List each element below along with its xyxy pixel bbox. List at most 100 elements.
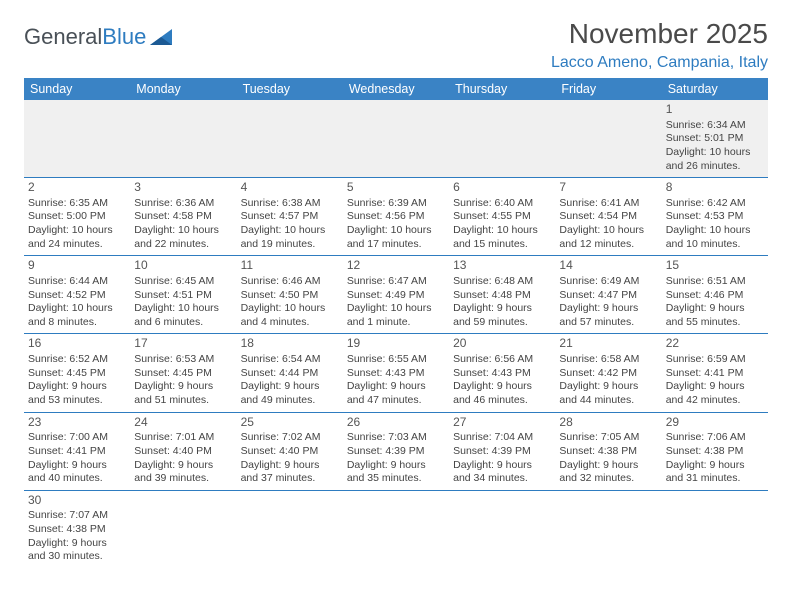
cell-day1: Daylight: 10 hours <box>241 302 339 316</box>
calendar-cell: 22Sunrise: 6:59 AMSunset: 4:41 PMDayligh… <box>662 334 768 412</box>
calendar-cell: 30Sunrise: 7:07 AMSunset: 4:38 PMDayligh… <box>24 490 130 568</box>
cell-sunset: Sunset: 4:46 PM <box>666 289 764 303</box>
cell-day2: and 30 minutes. <box>28 550 126 564</box>
cell-sunrise: Sunrise: 6:54 AM <box>241 353 339 367</box>
cell-sunrise: Sunrise: 7:00 AM <box>28 431 126 445</box>
day-number: 23 <box>28 415 126 431</box>
cell-sunset: Sunset: 4:44 PM <box>241 367 339 381</box>
day-number: 29 <box>666 415 764 431</box>
sail-icon <box>148 27 174 47</box>
cell-sunrise: Sunrise: 6:56 AM <box>453 353 551 367</box>
cell-day2: and 57 minutes. <box>559 316 657 330</box>
calendar-cell: 14Sunrise: 6:49 AMSunset: 4:47 PMDayligh… <box>555 256 661 334</box>
cell-sunset: Sunset: 4:56 PM <box>347 210 445 224</box>
cell-day2: and 49 minutes. <box>241 394 339 408</box>
cell-day2: and 15 minutes. <box>453 238 551 252</box>
calendar-cell: 20Sunrise: 6:56 AMSunset: 4:43 PMDayligh… <box>449 334 555 412</box>
cell-sunrise: Sunrise: 6:59 AM <box>666 353 764 367</box>
cell-day1: Daylight: 9 hours <box>28 537 126 551</box>
cell-day2: and 6 minutes. <box>134 316 232 330</box>
day-number: 15 <box>666 258 764 274</box>
cell-day2: and 39 minutes. <box>134 472 232 486</box>
calendar-cell: 8Sunrise: 6:42 AMSunset: 4:53 PMDaylight… <box>662 178 768 256</box>
cell-day2: and 1 minute. <box>347 316 445 330</box>
calendar-cell: 7Sunrise: 6:41 AMSunset: 4:54 PMDaylight… <box>555 178 661 256</box>
cell-day1: Daylight: 9 hours <box>347 380 445 394</box>
calendar-cell <box>237 100 343 178</box>
cell-day1: Daylight: 9 hours <box>453 302 551 316</box>
calendar-cell <box>24 100 130 178</box>
cell-day1: Daylight: 9 hours <box>666 459 764 473</box>
calendar-cell: 23Sunrise: 7:00 AMSunset: 4:41 PMDayligh… <box>24 412 130 490</box>
cell-sunset: Sunset: 4:51 PM <box>134 289 232 303</box>
day-number: 27 <box>453 415 551 431</box>
cell-sunset: Sunset: 4:43 PM <box>453 367 551 381</box>
calendar-cell: 13Sunrise: 6:48 AMSunset: 4:48 PMDayligh… <box>449 256 555 334</box>
calendar-cell <box>343 490 449 568</box>
cell-day1: Daylight: 9 hours <box>241 459 339 473</box>
cell-day1: Daylight: 9 hours <box>666 380 764 394</box>
day-number: 25 <box>241 415 339 431</box>
cell-sunrise: Sunrise: 6:46 AM <box>241 275 339 289</box>
cell-day2: and 42 minutes. <box>666 394 764 408</box>
calendar-cell: 17Sunrise: 6:53 AMSunset: 4:45 PMDayligh… <box>130 334 236 412</box>
location: Lacco Ameno, Campania, Italy <box>551 54 768 72</box>
calendar-cell: 4Sunrise: 6:38 AMSunset: 4:57 PMDaylight… <box>237 178 343 256</box>
day-number: 22 <box>666 336 764 352</box>
calendar-week: 2Sunrise: 6:35 AMSunset: 5:00 PMDaylight… <box>24 178 768 256</box>
cell-sunrise: Sunrise: 6:47 AM <box>347 275 445 289</box>
day-number: 18 <box>241 336 339 352</box>
cell-sunset: Sunset: 4:54 PM <box>559 210 657 224</box>
cell-day1: Daylight: 9 hours <box>28 459 126 473</box>
cell-day1: Daylight: 10 hours <box>559 224 657 238</box>
dayhead-wednesday: Wednesday <box>343 78 449 100</box>
dayhead-tuesday: Tuesday <box>237 78 343 100</box>
calendar-cell: 1Sunrise: 6:34 AMSunset: 5:01 PMDaylight… <box>662 100 768 178</box>
cell-sunset: Sunset: 4:43 PM <box>347 367 445 381</box>
cell-sunset: Sunset: 4:38 PM <box>28 523 126 537</box>
calendar-week: 16Sunrise: 6:52 AMSunset: 4:45 PMDayligh… <box>24 334 768 412</box>
day-number: 24 <box>134 415 232 431</box>
cell-day1: Daylight: 9 hours <box>241 380 339 394</box>
cell-sunset: Sunset: 4:40 PM <box>134 445 232 459</box>
dayhead-sunday: Sunday <box>24 78 130 100</box>
day-number: 28 <box>559 415 657 431</box>
cell-day1: Daylight: 10 hours <box>347 302 445 316</box>
day-number: 3 <box>134 180 232 196</box>
cell-sunrise: Sunrise: 6:44 AM <box>28 275 126 289</box>
cell-day2: and 24 minutes. <box>28 238 126 252</box>
calendar-cell: 6Sunrise: 6:40 AMSunset: 4:55 PMDaylight… <box>449 178 555 256</box>
calendar-cell: 11Sunrise: 6:46 AMSunset: 4:50 PMDayligh… <box>237 256 343 334</box>
cell-day1: Daylight: 10 hours <box>453 224 551 238</box>
cell-sunset: Sunset: 4:45 PM <box>134 367 232 381</box>
calendar-cell: 28Sunrise: 7:05 AMSunset: 4:38 PMDayligh… <box>555 412 661 490</box>
cell-sunrise: Sunrise: 6:41 AM <box>559 197 657 211</box>
cell-sunrise: Sunrise: 7:05 AM <box>559 431 657 445</box>
cell-day1: Daylight: 9 hours <box>347 459 445 473</box>
cell-sunrise: Sunrise: 6:49 AM <box>559 275 657 289</box>
cell-day1: Daylight: 10 hours <box>28 302 126 316</box>
cell-sunset: Sunset: 4:45 PM <box>28 367 126 381</box>
cell-sunset: Sunset: 4:38 PM <box>559 445 657 459</box>
day-header-row: Sunday Monday Tuesday Wednesday Thursday… <box>24 78 768 100</box>
day-number: 12 <box>347 258 445 274</box>
cell-sunset: Sunset: 4:47 PM <box>559 289 657 303</box>
calendar-cell <box>237 490 343 568</box>
calendar-cell: 16Sunrise: 6:52 AMSunset: 4:45 PMDayligh… <box>24 334 130 412</box>
day-number: 20 <box>453 336 551 352</box>
calendar-cell <box>449 100 555 178</box>
title-block: November 2025 Lacco Ameno, Campania, Ita… <box>551 18 768 72</box>
cell-day2: and 8 minutes. <box>28 316 126 330</box>
cell-day1: Daylight: 9 hours <box>134 380 232 394</box>
day-number: 19 <box>347 336 445 352</box>
cell-sunrise: Sunrise: 6:45 AM <box>134 275 232 289</box>
calendar-cell: 18Sunrise: 6:54 AMSunset: 4:44 PMDayligh… <box>237 334 343 412</box>
cell-sunrise: Sunrise: 7:01 AM <box>134 431 232 445</box>
cell-day2: and 12 minutes. <box>559 238 657 252</box>
cell-day2: and 32 minutes. <box>559 472 657 486</box>
calendar-cell <box>343 100 449 178</box>
day-number: 9 <box>28 258 126 274</box>
calendar-cell: 5Sunrise: 6:39 AMSunset: 4:56 PMDaylight… <box>343 178 449 256</box>
calendar-cell: 3Sunrise: 6:36 AMSunset: 4:58 PMDaylight… <box>130 178 236 256</box>
cell-sunrise: Sunrise: 6:52 AM <box>28 353 126 367</box>
